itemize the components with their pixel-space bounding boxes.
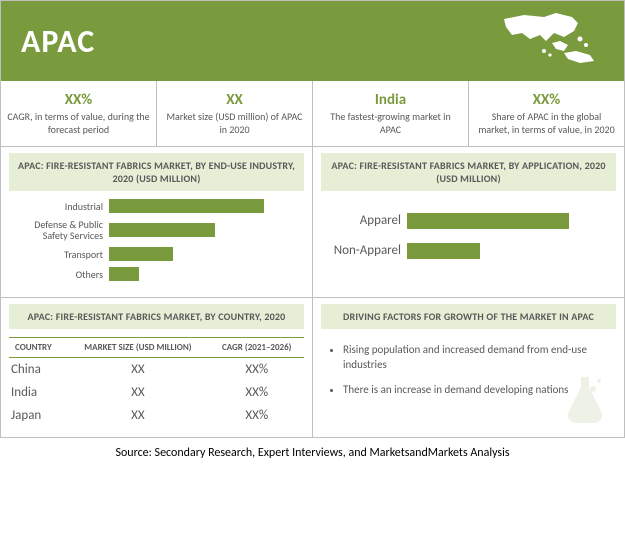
bar-fill <box>407 213 569 229</box>
bar-fill <box>109 199 264 213</box>
cell: XX% <box>209 381 304 404</box>
cell: XX <box>66 358 209 382</box>
bar-row: Others <box>15 267 298 281</box>
table-row: India XX XX% <box>9 381 304 404</box>
panel-enduse: APAC: FIRE-RESISTANT FABRICS MARKET, BY … <box>1 147 313 297</box>
stat-value: XX% <box>475 91 618 109</box>
stat-label: Share of APAC in the global market, in t… <box>475 111 618 136</box>
cell: XX% <box>209 404 304 427</box>
stat-value: XX% <box>7 91 150 109</box>
table-header-row: COUNTRY MARKET SIZE (USD MILLION) CAGR (… <box>9 338 304 358</box>
bar-chart-app: Apparel Non-Apparel <box>321 199 616 259</box>
cell: Japan <box>9 404 66 427</box>
bar-row: Non-Apparel <box>327 243 610 259</box>
cell: XX <box>66 404 209 427</box>
cell: XX% <box>209 358 304 382</box>
stat-label: CAGR, in terms of value, during the fore… <box>7 111 150 136</box>
bar-label: Defense & Public Safety Services <box>15 219 109 241</box>
cell: China <box>9 358 66 382</box>
stat-label: Market size (USD million) of APAC in 202… <box>163 111 306 136</box>
bar-fill <box>109 267 139 281</box>
bottom-row: APAC: FIRE-RESISTANT FABRICS MARKET, BY … <box>1 297 624 437</box>
bar-row: Transport <box>15 247 298 261</box>
bar-track <box>407 213 610 229</box>
stat-cagr: XX% CAGR, in terms of value, during the … <box>1 81 157 146</box>
stat-label: The fastest-growing market in APAC <box>319 111 462 136</box>
bar-label: Others <box>15 269 109 280</box>
panel-title: DRIVING FACTORS FOR GROWTH OF THE MARKET… <box>321 304 616 329</box>
stat-market-size: XX Market size (USD million) of APAC in … <box>157 81 313 146</box>
header-bar: APAC <box>1 1 624 81</box>
source-text: Source: Secondary Research, Expert Inter… <box>0 438 625 466</box>
panel-title: APAC: FIRE-RESISTANT FABRICS MARKET, BY … <box>321 153 616 191</box>
bar-label: Apparel <box>327 214 407 228</box>
bar-track <box>407 243 610 259</box>
asia-map-icon <box>494 11 604 72</box>
bar-fill <box>109 247 173 261</box>
bar-track <box>109 247 298 261</box>
bar-track <box>109 267 298 281</box>
bar-track <box>109 199 298 213</box>
table-row: China XX XX% <box>9 358 304 382</box>
bar-label: Transport <box>15 249 109 260</box>
charts-row: APAC: FIRE-RESISTANT FABRICS MARKET, BY … <box>1 147 624 297</box>
bar-fill <box>109 223 215 237</box>
cell: India <box>9 381 66 404</box>
panel-title: APAC: FIRE-RESISTANT FABRICS MARKET, BY … <box>9 153 304 191</box>
bar-label: Industrial <box>15 201 109 212</box>
bar-row: Apparel <box>327 213 610 229</box>
bar-track <box>109 223 298 237</box>
stat-share: XX% Share of APAC in the global market, … <box>469 81 624 146</box>
bar-row: Industrial <box>15 199 298 213</box>
list-item: Rising population and increased demand f… <box>343 343 608 373</box>
col-country: COUNTRY <box>9 338 66 358</box>
bar-chart-enduse: Industrial Defense & Public Safety Servi… <box>9 199 304 281</box>
panel-title: APAC: FIRE-RESISTANT FABRICS MARKET, BY … <box>9 304 304 329</box>
country-table: COUNTRY MARKET SIZE (USD MILLION) CAGR (… <box>9 337 304 427</box>
flask-watermark-icon <box>555 371 615 436</box>
infographic-container: APAC XX% CAGR, in terms of value, during… <box>0 0 625 438</box>
bar-row: Defense & Public Safety Services <box>15 219 298 241</box>
bar-fill <box>407 243 480 259</box>
stat-value: India <box>319 91 462 109</box>
stat-value: XX <box>163 91 306 109</box>
panel-application: APAC: FIRE-RESISTANT FABRICS MARKET, BY … <box>313 147 624 297</box>
stats-row: XX% CAGR, in terms of value, during the … <box>1 81 624 147</box>
col-cagr: CAGR (2021–2026) <box>209 338 304 358</box>
stat-fastest: India The fastest-growing market in APAC <box>313 81 469 146</box>
header-title: APAC <box>21 22 95 61</box>
panel-country-table: APAC: FIRE-RESISTANT FABRICS MARKET, BY … <box>1 298 313 437</box>
col-size: MARKET SIZE (USD MILLION) <box>66 338 209 358</box>
bar-label: Non-Apparel <box>327 244 407 258</box>
table-row: Japan XX XX% <box>9 404 304 427</box>
cell: XX <box>66 381 209 404</box>
